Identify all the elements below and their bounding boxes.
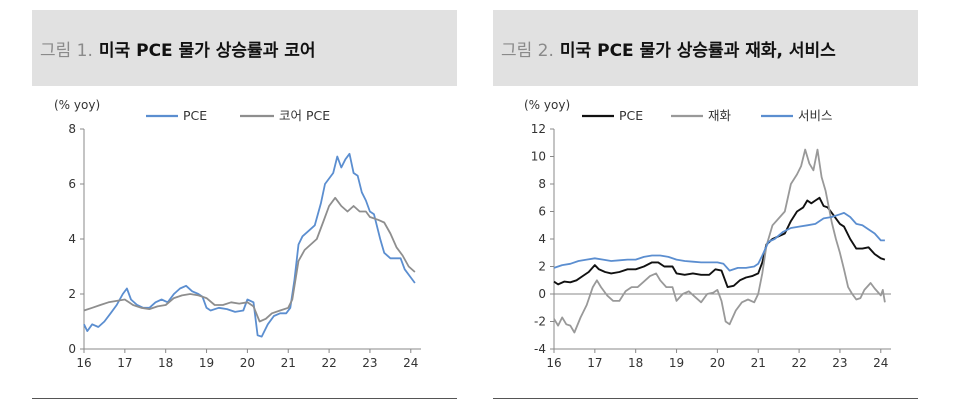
x-tick-label: 18 (628, 356, 643, 370)
series-line-0 (83, 152, 416, 338)
x-tick-label: 23 (832, 356, 847, 370)
x-tick-label: 17 (587, 356, 602, 370)
x-tick-label: 19 (199, 356, 214, 370)
legend-label: PCE (183, 108, 207, 123)
x-tick-label: 22 (321, 356, 336, 370)
x-tick-label: 21 (281, 356, 296, 370)
figure-1-number: 그림 1. (40, 40, 93, 61)
legend-label: 재화 (708, 108, 732, 123)
figure-1-title: 그림 1. 미국 PCE 물가 상승률과 코어 (32, 36, 316, 61)
y-tick-label: 4 (538, 232, 546, 246)
x-tick-label: 24 (403, 356, 418, 370)
x-tick-label: 16 (546, 356, 561, 370)
x-tick-label: 17 (117, 356, 132, 370)
x-tick-label: 20 (240, 356, 255, 370)
x-tick-label: 16 (76, 356, 91, 370)
y-tick-label: 6 (68, 177, 76, 191)
series-line-1 (553, 148, 886, 334)
figure-2-bottom-rule (493, 398, 918, 399)
series-line-1 (83, 196, 416, 323)
y-tick-label: 0 (538, 287, 546, 301)
figure-1-title-bar: 그림 1. 미국 PCE 물가 상승률과 코어 (32, 10, 457, 86)
y-tick-label: 4 (68, 232, 76, 246)
figure-2-panel: 그림 2. 미국 PCE 물가 상승률과 재화, 서비스 (% yoy) -4 -2 0… (493, 0, 918, 402)
y-tick-label: -4 (534, 342, 546, 356)
x-tick-label: 21 (751, 356, 766, 370)
legend-label: 코어 PCE (279, 108, 330, 123)
figure-2-title-bar: 그림 2. 미국 PCE 물가 상승률과 재화, 서비스 (493, 10, 918, 86)
x-tick-label: 18 (158, 356, 173, 370)
legend-label: 서비스 (798, 108, 833, 123)
x-tick-label: 20 (710, 356, 725, 370)
y-tick-label: 8 (538, 177, 546, 191)
x-tick-label: 19 (669, 356, 684, 370)
unit-label: (% yoy) (524, 98, 570, 112)
figure-2-title-text: 미국 PCE 물가 상승률과 재화, 서비스 (559, 40, 836, 61)
y-tick-label: 2 (68, 287, 76, 301)
series-line-0 (553, 196, 886, 289)
y-tick-label: 8 (68, 122, 76, 136)
unit-label: (% yoy) (54, 98, 100, 112)
y-tick-label: 6 (538, 205, 546, 219)
y-tick-label: -2 (534, 315, 546, 329)
figure-1-title-text: 미국 PCE 물가 상승률과 코어 (98, 40, 316, 61)
y-tick-label: 10 (531, 150, 546, 164)
y-tick-label: 0 (68, 342, 76, 356)
figure-1-bottom-rule (32, 398, 457, 399)
legend-label: PCE (619, 108, 643, 123)
x-tick-label: 24 (873, 356, 888, 370)
figure-2-title: 그림 2. 미국 PCE 물가 상승률과 재화, 서비스 (493, 36, 836, 61)
y-tick-label: 12 (531, 122, 546, 136)
y-tick-label: 2 (538, 260, 546, 274)
figure-1-panel: 그림 1. 미국 PCE 물가 상승률과 코어 (% yoy) 0 2 4 6 8 16 17 1… (32, 0, 457, 402)
figure-2-number: 그림 2. (501, 40, 554, 61)
x-tick-label: 22 (791, 356, 806, 370)
series-line-2 (553, 212, 885, 272)
x-tick-label: 23 (362, 356, 377, 370)
